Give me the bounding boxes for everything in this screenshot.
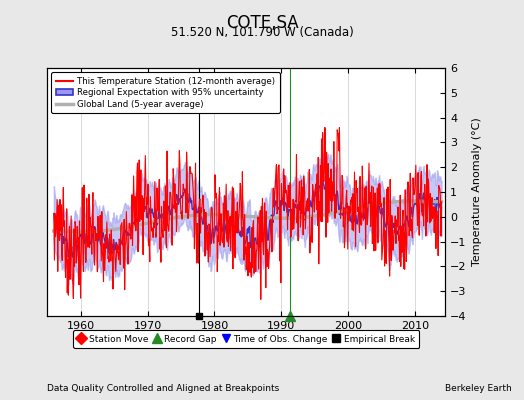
Text: Data Quality Controlled and Aligned at Breakpoints: Data Quality Controlled and Aligned at B… bbox=[47, 384, 279, 393]
Text: 51.520 N, 101.790 W (Canada): 51.520 N, 101.790 W (Canada) bbox=[171, 26, 353, 39]
Text: Berkeley Earth: Berkeley Earth bbox=[445, 384, 512, 393]
Text: COTE,SA: COTE,SA bbox=[226, 14, 298, 32]
Y-axis label: Temperature Anomaly (°C): Temperature Anomaly (°C) bbox=[472, 118, 482, 266]
Legend: Station Move, Record Gap, Time of Obs. Change, Empirical Break: Station Move, Record Gap, Time of Obs. C… bbox=[73, 330, 419, 348]
Legend: This Temperature Station (12-month average), Regional Expectation with 95% uncer: This Temperature Station (12-month avera… bbox=[51, 72, 280, 113]
